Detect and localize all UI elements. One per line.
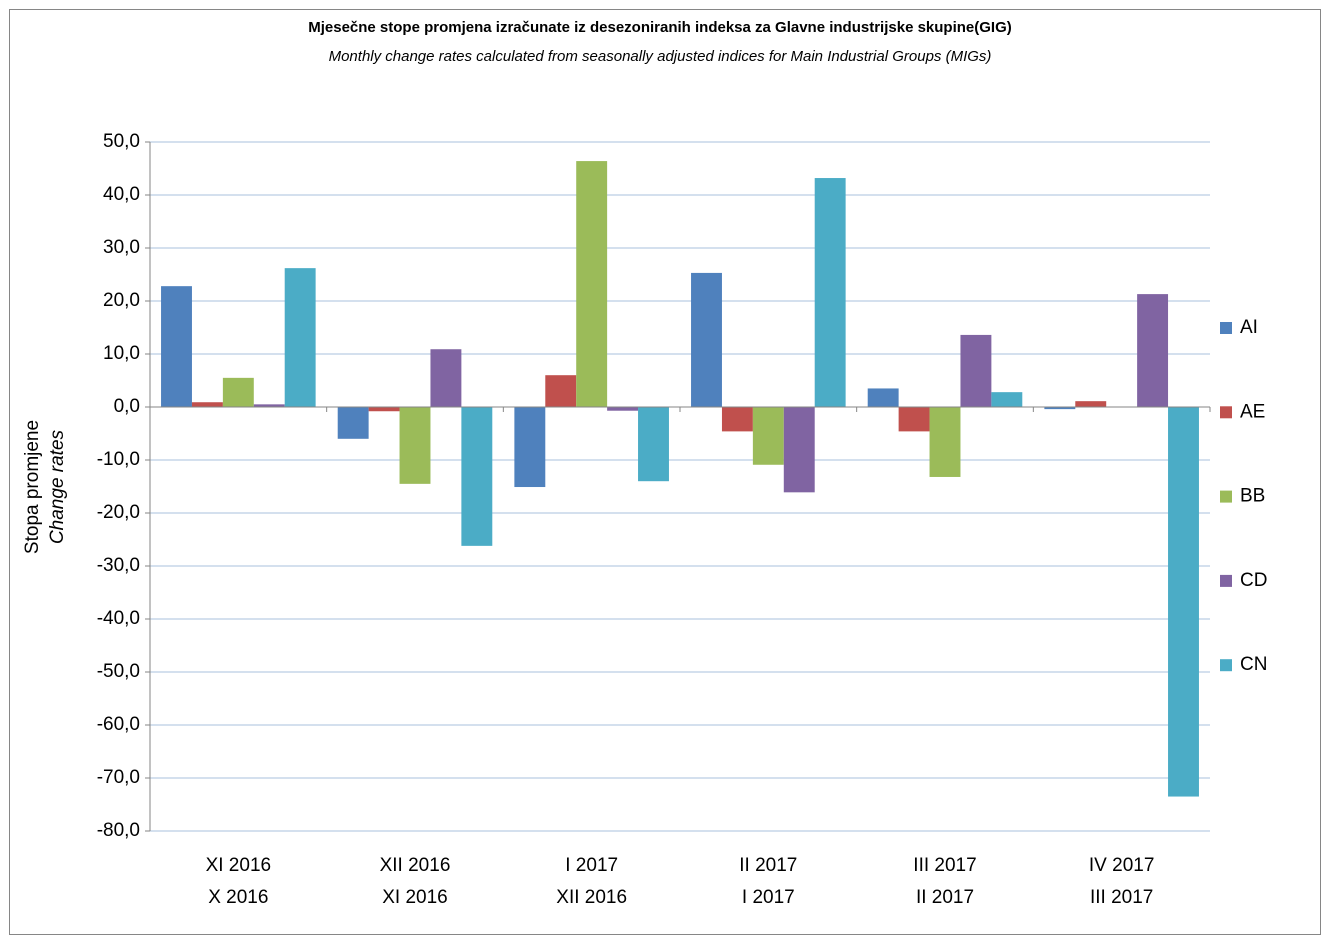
- bar: [607, 407, 639, 411]
- bar: [368, 407, 400, 412]
- bar: [161, 286, 192, 407]
- bar: [898, 407, 930, 432]
- bar: [337, 407, 369, 439]
- bar: [284, 268, 316, 407]
- legend-swatch: [1220, 322, 1232, 334]
- bar: [929, 407, 961, 477]
- x-tick-label: XII 2016: [380, 855, 451, 876]
- bar: [222, 377, 254, 407]
- bar: [867, 388, 899, 407]
- bar: [638, 407, 669, 482]
- legend-label: CN: [1240, 654, 1267, 675]
- bar: [960, 334, 992, 407]
- legend-label: CD: [1240, 570, 1267, 591]
- bar: [1075, 401, 1107, 407]
- bar: [253, 404, 285, 407]
- bar: [783, 407, 815, 493]
- bar: [721, 407, 753, 432]
- bar: [991, 392, 1023, 407]
- y-tick-label: -20,0: [97, 502, 140, 523]
- y-tick-label: -40,0: [97, 608, 140, 629]
- x-tick-label: XI 2016: [206, 855, 272, 876]
- legend-label: BB: [1240, 486, 1265, 507]
- bar: [576, 161, 608, 407]
- legend-swatch: [1220, 406, 1232, 419]
- x-tick-label: II 2017: [739, 855, 797, 876]
- legend-swatch: [1220, 659, 1232, 672]
- chart-subtitle: Monthly change rates calculated from sea…: [329, 48, 992, 65]
- y-tick-label: -30,0: [97, 555, 140, 576]
- bar: [691, 272, 722, 407]
- x-tick-label: IV 2017: [1089, 855, 1155, 876]
- x-tick-label: I 2017: [565, 855, 618, 876]
- y-axis-title: Change rates: [47, 429, 68, 544]
- bar: [814, 178, 846, 407]
- y-tick-label: 30,0: [103, 237, 140, 258]
- bar: [1044, 407, 1076, 410]
- x-tick-label: I 2017: [742, 887, 795, 908]
- bar: [430, 349, 462, 407]
- y-tick-label: 0,0: [114, 396, 140, 417]
- y-tick-label: 20,0: [103, 290, 140, 311]
- chart-title: Mjesečne stope promjena izračunate iz de…: [308, 19, 1012, 36]
- x-tick-label: XII 2016: [556, 887, 627, 908]
- legend-swatch: [1220, 490, 1232, 503]
- y-tick-label: -80,0: [97, 820, 140, 841]
- bar: [399, 407, 431, 484]
- x-tick-label: III 2017: [1090, 887, 1153, 908]
- y-tick-label: 10,0: [103, 343, 140, 364]
- bar: [461, 407, 493, 546]
- bar: [191, 402, 223, 407]
- x-tick-label: III 2017: [913, 855, 976, 876]
- y-tick-label: -50,0: [97, 661, 140, 682]
- legend-label: AI: [1240, 317, 1258, 338]
- y-tick-label: 40,0: [103, 184, 140, 205]
- bar: [1168, 407, 1199, 797]
- bar: [545, 375, 577, 407]
- bar: [1137, 294, 1169, 407]
- x-tick-label: XI 2016: [382, 887, 448, 908]
- x-tick-label: X 2016: [208, 887, 268, 908]
- y-tick-label: -60,0: [97, 714, 140, 735]
- legend-label: AE: [1240, 401, 1265, 422]
- y-tick-label: -10,0: [97, 449, 140, 470]
- bar: [752, 407, 784, 465]
- bar: [514, 407, 546, 488]
- y-tick-label: -70,0: [97, 767, 140, 788]
- legend-swatch: [1220, 574, 1232, 587]
- x-tick-label: II 2017: [916, 887, 974, 908]
- y-axis-title: Stopa promjene: [22, 420, 43, 554]
- y-tick-label: 50,0: [103, 131, 140, 152]
